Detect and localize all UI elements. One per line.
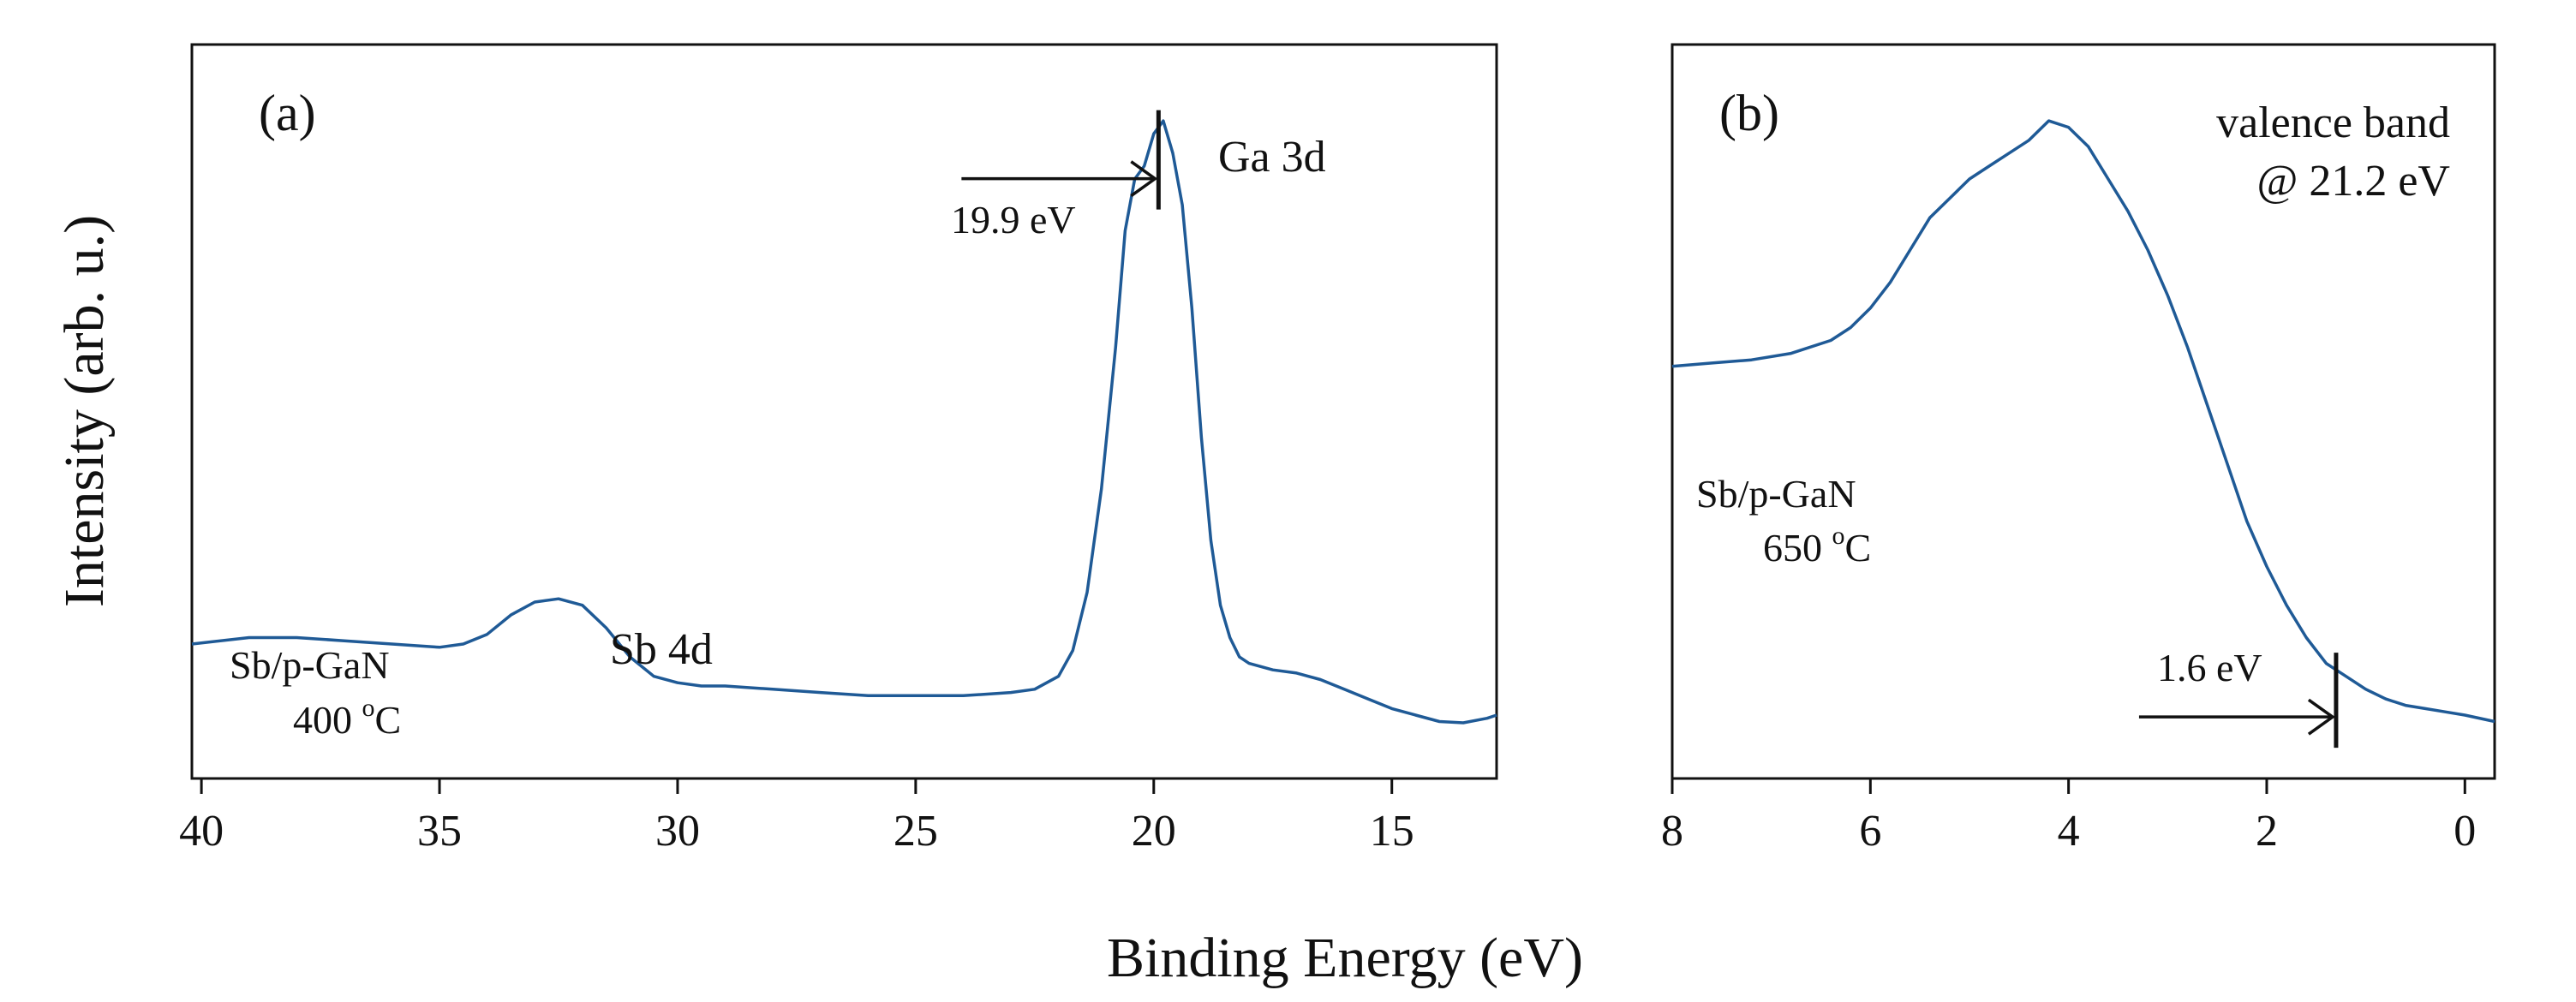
panel-a-spectrum-line bbox=[191, 119, 1497, 725]
x-tick-label: 20 bbox=[1132, 807, 1176, 856]
valence-band-title: valence band bbox=[2216, 98, 2450, 147]
panel-a-label: (a) bbox=[259, 85, 316, 141]
x-tick-label: 8 bbox=[1661, 807, 1683, 856]
ga3d-peak-label: Ga 3d bbox=[1218, 133, 1326, 182]
x-tick-label: 0 bbox=[2453, 807, 2476, 856]
x-tick-label: 35 bbox=[417, 807, 462, 856]
x-tick-label: 40 bbox=[179, 807, 224, 856]
panel-b-sample-temp: 650 oC bbox=[1763, 522, 1871, 570]
x-axis-label: Binding Energy (eV) bbox=[1107, 927, 1583, 989]
x-tick-label: 4 bbox=[2058, 807, 2080, 856]
panel-b-arrow-head bbox=[2307, 698, 2335, 736]
panel-a-arrow-label: 19.9 eV bbox=[951, 198, 1076, 242]
panel-a-arrow-head bbox=[1130, 160, 1158, 198]
panel-b-arrow-label: 1.6 eV bbox=[2157, 646, 2262, 689]
panel-b-label: (b) bbox=[1719, 85, 1779, 141]
x-tick-label: 25 bbox=[894, 807, 938, 856]
panel-b-frame bbox=[1671, 43, 2496, 780]
panel-a-frame bbox=[190, 43, 1498, 780]
panel-a-sample-name: Sb/p-GaN bbox=[230, 643, 390, 687]
x-tick-label: 15 bbox=[1370, 807, 1414, 856]
x-tick-label: 2 bbox=[2256, 807, 2278, 856]
panel-b-x-ticks: 8 6 4 2 0 bbox=[1661, 778, 2476, 856]
panel-b-spectrum-line bbox=[1671, 119, 2495, 724]
y-axis-label: Intensity (arb. u.) bbox=[53, 215, 116, 607]
panel-b-sample-name: Sb/p-GaN bbox=[1696, 472, 1856, 516]
panel-a-x-ticks: 40 35 30 25 20 15 bbox=[179, 778, 1414, 856]
valence-band-energy: @ 21.2 eV bbox=[2256, 157, 2450, 206]
x-tick-label: 30 bbox=[655, 807, 700, 856]
panel-a-sample-temp: 400 oC bbox=[293, 694, 401, 742]
x-tick-label: 6 bbox=[1859, 807, 1881, 856]
sb4d-peak-label: Sb 4d bbox=[610, 625, 713, 674]
